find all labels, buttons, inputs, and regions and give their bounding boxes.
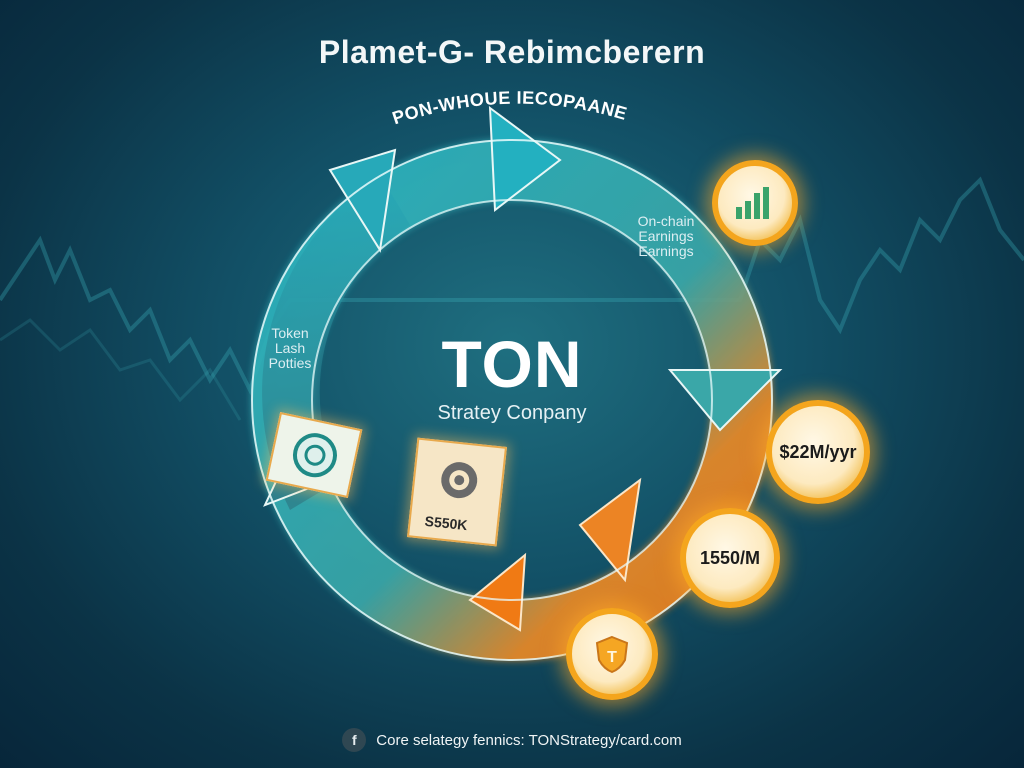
footer: f Core selategy fennics: TONStrategy/car… (0, 728, 1024, 752)
label-line: Token (271, 325, 309, 341)
arrow-head-top (488, 105, 562, 212)
volume-value: 1550/M (699, 547, 761, 568)
shield-icon: T (595, 635, 629, 674)
arrow-head-top-left (328, 148, 397, 253)
label-line: Potties (268, 355, 312, 371)
arrow-head-right (667, 369, 783, 432)
card-value: S550K (423, 512, 469, 534)
background-line-2 (0, 318, 242, 421)
label-line: Lash (274, 340, 306, 356)
volume-coin: 1550/M (680, 508, 780, 608)
label-token: Token Lash Potties (250, 326, 330, 371)
center-title: TON (441, 327, 583, 401)
revenue-coin: $22M/yyr (766, 400, 870, 504)
page-title: Plamet-G- Rebimcberern (318, 34, 706, 70)
center-subtitle: Stratey Conpany (437, 402, 587, 424)
shield-coin: T (566, 608, 658, 700)
arrow-head-bottom (468, 552, 527, 632)
label-line: Earnings (638, 243, 694, 259)
ring-outline-outer (251, 139, 773, 661)
chart-coin (712, 160, 798, 246)
bar-chart-icon (736, 187, 769, 219)
label-line: Earnings (638, 228, 694, 244)
token-logo-icon (292, 433, 337, 478)
ring-outline-inner (311, 199, 713, 601)
label-on-chain-earnings: On-chain Earnings Earnings (626, 214, 706, 259)
facebook-icon[interactable]: f (342, 728, 367, 752)
token-card (265, 412, 363, 498)
gear-icon (441, 462, 478, 499)
value-card: S550K (407, 437, 507, 547)
footer-text: Core selategy fennics: TONStrategy/card.… (376, 731, 682, 749)
svg-text:T: T (607, 649, 617, 666)
arrow-head-bottom-right (578, 477, 642, 583)
label-line: On-chain (637, 213, 695, 229)
revenue-value: $22M/yyr (779, 441, 857, 462)
